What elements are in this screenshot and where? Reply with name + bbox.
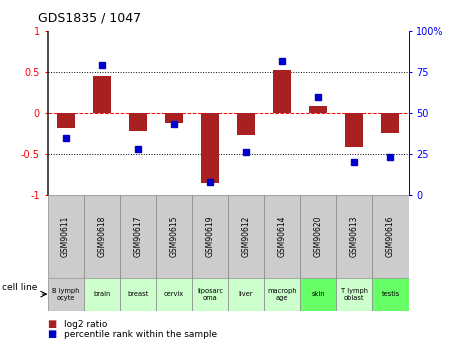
Text: cell line: cell line bbox=[2, 283, 38, 292]
Text: GSM90611: GSM90611 bbox=[61, 216, 70, 257]
Text: GSM90615: GSM90615 bbox=[170, 216, 178, 257]
Bar bbox=[228, 278, 264, 310]
Bar bbox=[372, 195, 408, 278]
Bar bbox=[48, 195, 84, 278]
Bar bbox=[273, 70, 291, 113]
Bar bbox=[120, 195, 156, 278]
Bar bbox=[336, 195, 372, 278]
Bar bbox=[228, 195, 264, 278]
Text: GSM90620: GSM90620 bbox=[314, 216, 323, 257]
Text: macroph
age: macroph age bbox=[267, 288, 297, 300]
Bar bbox=[345, 113, 363, 147]
Bar bbox=[300, 195, 336, 278]
Text: GDS1835 / 1047: GDS1835 / 1047 bbox=[38, 11, 141, 24]
Text: liver: liver bbox=[239, 291, 253, 297]
Bar bbox=[84, 278, 120, 310]
Bar bbox=[57, 113, 75, 128]
Text: ■: ■ bbox=[48, 329, 57, 339]
Bar bbox=[165, 113, 183, 123]
Text: cervix: cervix bbox=[164, 291, 184, 297]
Bar bbox=[129, 113, 147, 131]
Text: ■: ■ bbox=[48, 319, 57, 329]
Text: GSM90619: GSM90619 bbox=[206, 216, 214, 257]
Text: GSM90617: GSM90617 bbox=[133, 216, 142, 257]
Bar bbox=[48, 278, 84, 310]
Text: T lymph
oblast: T lymph oblast bbox=[341, 288, 368, 300]
Text: log2 ratio: log2 ratio bbox=[64, 321, 107, 329]
Text: GSM90613: GSM90613 bbox=[350, 216, 359, 257]
Bar bbox=[201, 113, 219, 183]
Bar bbox=[192, 195, 228, 278]
Bar bbox=[264, 195, 300, 278]
Text: B lymph
ocyte: B lymph ocyte bbox=[52, 288, 79, 300]
Text: skin: skin bbox=[312, 291, 325, 297]
Text: GSM90618: GSM90618 bbox=[97, 216, 106, 257]
Text: liposarc
oma: liposarc oma bbox=[197, 288, 223, 300]
Bar bbox=[264, 278, 300, 310]
Bar bbox=[237, 113, 255, 135]
Text: GSM90612: GSM90612 bbox=[242, 216, 250, 257]
Bar bbox=[372, 278, 408, 310]
Text: brain: brain bbox=[93, 291, 110, 297]
Bar bbox=[300, 278, 336, 310]
Text: GSM90614: GSM90614 bbox=[278, 216, 286, 257]
Text: percentile rank within the sample: percentile rank within the sample bbox=[64, 330, 217, 339]
Text: GSM90616: GSM90616 bbox=[386, 216, 395, 257]
Bar bbox=[120, 278, 156, 310]
Bar bbox=[156, 195, 192, 278]
Bar bbox=[309, 106, 327, 113]
Bar bbox=[336, 278, 372, 310]
Bar bbox=[93, 76, 111, 113]
Bar bbox=[156, 278, 192, 310]
Bar bbox=[381, 113, 399, 134]
Text: breast: breast bbox=[127, 291, 148, 297]
Text: testis: testis bbox=[381, 291, 399, 297]
Bar bbox=[192, 278, 228, 310]
Bar bbox=[84, 195, 120, 278]
